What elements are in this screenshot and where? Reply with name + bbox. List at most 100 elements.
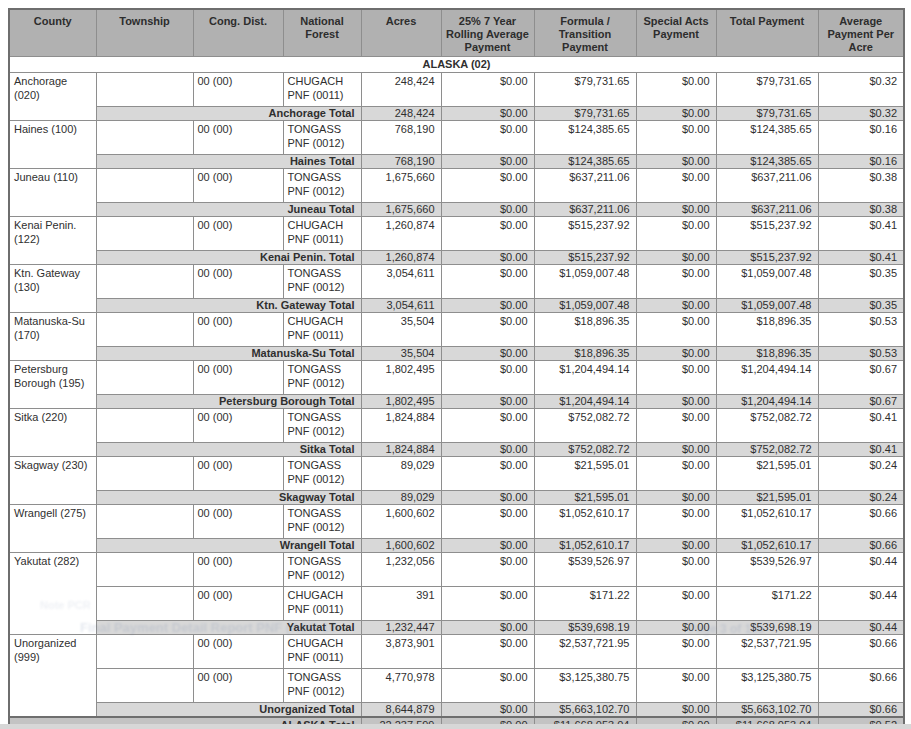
acres-cell: 1,802,495 [361, 360, 441, 394]
formula-cell: $21,595.01 [534, 456, 636, 490]
forest-cell: CHUGACH PNF (0011) [283, 586, 361, 620]
special-acts-cell: $0.00 [636, 702, 716, 717]
group-total-row: Sitka Total1,824,884$0.00$752,082.72$0.0… [9, 442, 904, 456]
avg-per-acre-cell: $0.41 [818, 408, 904, 442]
forest-cell: TONGASS PNF (0012) [283, 360, 361, 394]
rolling-avg-cell: $0.00 [441, 154, 534, 168]
county-cell: Unorganized (999) [9, 634, 96, 717]
acres-cell: 35,504 [361, 312, 441, 346]
acres-cell: 1,232,447 [361, 620, 441, 634]
avg-per-acre-cell: $0.16 [818, 120, 904, 154]
formula-cell: $539,698.19 [534, 620, 636, 634]
detail-row: Sitka (220)00 (00)TONGASS PNF (0012)1,82… [9, 408, 904, 442]
township-cell [96, 216, 193, 250]
group-total-label: Juneau Total [96, 202, 361, 216]
formula-cell: $515,237.92 [534, 216, 636, 250]
special-acts-cell: $0.00 [636, 106, 716, 120]
avg-per-acre-cell: $0.67 [818, 394, 904, 408]
special-acts-cell: $0.00 [636, 490, 716, 504]
detail-row: Haines (100)00 (00)TONGASS PNF (0012)768… [9, 120, 904, 154]
rolling-avg-cell: $0.00 [441, 490, 534, 504]
county-cell: Wrangell (275) [9, 504, 96, 552]
formula-cell: $637,211.06 [534, 168, 636, 202]
cong-dist-cell: 00 (00) [193, 586, 283, 620]
special-acts-cell: $0.00 [636, 634, 716, 668]
acres-cell: 4,770,978 [361, 668, 441, 702]
acres-cell: 3,054,611 [361, 264, 441, 298]
cong-dist-cell: 00 (00) [193, 504, 283, 538]
acres-cell: 35,504 [361, 346, 441, 360]
county-cell: Kenai Penin. (122) [9, 216, 96, 264]
cong-dist-cell: 00 (00) [193, 456, 283, 490]
forest-cell: TONGASS PNF (0012) [283, 456, 361, 490]
cong-dist-cell: 00 (00) [193, 264, 283, 298]
county-cell: Juneau (110) [9, 168, 96, 216]
acres-cell: 248,424 [361, 72, 441, 106]
special-acts-cell: $0.00 [636, 504, 716, 538]
special-acts-cell: $0.00 [636, 408, 716, 442]
detail-row: Matanuska-Su (170)00 (00)CHUGACH PNF (00… [9, 312, 904, 346]
detail-row: Skagway (230)00 (00)TONGASS PNF (0012)89… [9, 456, 904, 490]
formula-cell: $171.22 [534, 586, 636, 620]
township-cell [96, 408, 193, 442]
group-total-row: Ktn. Gateway Total3,054,611$0.00$1,059,0… [9, 298, 904, 312]
township-cell [96, 668, 193, 702]
special-acts-cell: $0.00 [636, 360, 716, 394]
county-cell: Petersburg Borough (195) [9, 360, 96, 408]
column-header-6: Formula / Transition Payment [534, 9, 636, 56]
special-acts-cell: $0.00 [636, 586, 716, 620]
rolling-avg-cell: $0.00 [441, 312, 534, 346]
detail-row: Juneau (110)00 (00)TONGASS PNF (0012)1,6… [9, 168, 904, 202]
group-total-row: Petersburg Borough Total1,802,495$0.00$1… [9, 394, 904, 408]
township-cell [96, 634, 193, 668]
group-total-label: Matanuska-Su Total [96, 346, 361, 360]
rolling-avg-cell: $0.00 [441, 408, 534, 442]
avg-per-acre-cell: $0.41 [818, 442, 904, 456]
special-acts-cell: $0.00 [636, 154, 716, 168]
total-payment-cell: $752,082.72 [716, 442, 818, 456]
total-payment-cell: $124,385.65 [716, 154, 818, 168]
avg-per-acre-cell: $0.38 [818, 168, 904, 202]
total-payment-cell: $1,052,610.17 [716, 504, 818, 538]
rolling-avg-cell: $0.00 [441, 442, 534, 456]
special-acts-cell: $0.00 [636, 442, 716, 456]
formula-cell: $2,537,721.95 [534, 634, 636, 668]
acres-cell: 768,190 [361, 120, 441, 154]
acres-cell: 89,029 [361, 456, 441, 490]
column-header-3: National Forest [283, 9, 361, 56]
avg-per-acre-cell: $0.53 [818, 312, 904, 346]
formula-cell: $21,595.01 [534, 490, 636, 504]
special-acts-cell: $0.00 [636, 668, 716, 702]
total-payment-cell: $171.22 [716, 586, 818, 620]
total-payment-cell: $1,059,007.48 [716, 264, 818, 298]
total-payment-cell: $539,526.97 [716, 552, 818, 586]
group-total-label: Unorganized Total [96, 702, 361, 717]
total-payment-cell: $637,211.06 [716, 168, 818, 202]
rolling-avg-cell: $0.00 [441, 538, 534, 552]
acres-cell: 1,260,874 [361, 216, 441, 250]
table-header: CountyTownshipCong. Dist.National Forest… [9, 9, 904, 56]
total-payment-cell: $18,896.35 [716, 346, 818, 360]
forest-cell: TONGASS PNF (0012) [283, 552, 361, 586]
cong-dist-cell: 00 (00) [193, 120, 283, 154]
group-total-row: Juneau Total1,675,660$0.00$637,211.06$0.… [9, 202, 904, 216]
acres-cell: 1,600,602 [361, 538, 441, 552]
formula-cell: $79,731.65 [534, 72, 636, 106]
rolling-avg-cell: $0.00 [441, 250, 534, 264]
total-payment-cell: $21,595.01 [716, 456, 818, 490]
rolling-avg-cell: $0.00 [441, 634, 534, 668]
column-header-5: 25% 7 Year Rolling Average Payment [441, 9, 534, 56]
formula-cell: $1,204,494.14 [534, 394, 636, 408]
total-payment-cell: $1,052,610.17 [716, 538, 818, 552]
total-payment-cell: $539,698.19 [716, 620, 818, 634]
group-total-row: Yakutat Total1,232,447$0.00$539,698.19$0… [9, 620, 904, 634]
township-cell [96, 552, 193, 586]
formula-cell: $79,731.65 [534, 106, 636, 120]
county-cell: Haines (100) [9, 120, 96, 168]
acres-cell: 768,190 [361, 154, 441, 168]
township-cell [96, 586, 193, 620]
special-acts-cell: $0.00 [636, 552, 716, 586]
forest-cell: CHUGACH PNF (0011) [283, 634, 361, 668]
detail-row: 00 (00)CHUGACH PNF (0011)391$0.00$171.22… [9, 586, 904, 620]
formula-cell: $1,059,007.48 [534, 264, 636, 298]
